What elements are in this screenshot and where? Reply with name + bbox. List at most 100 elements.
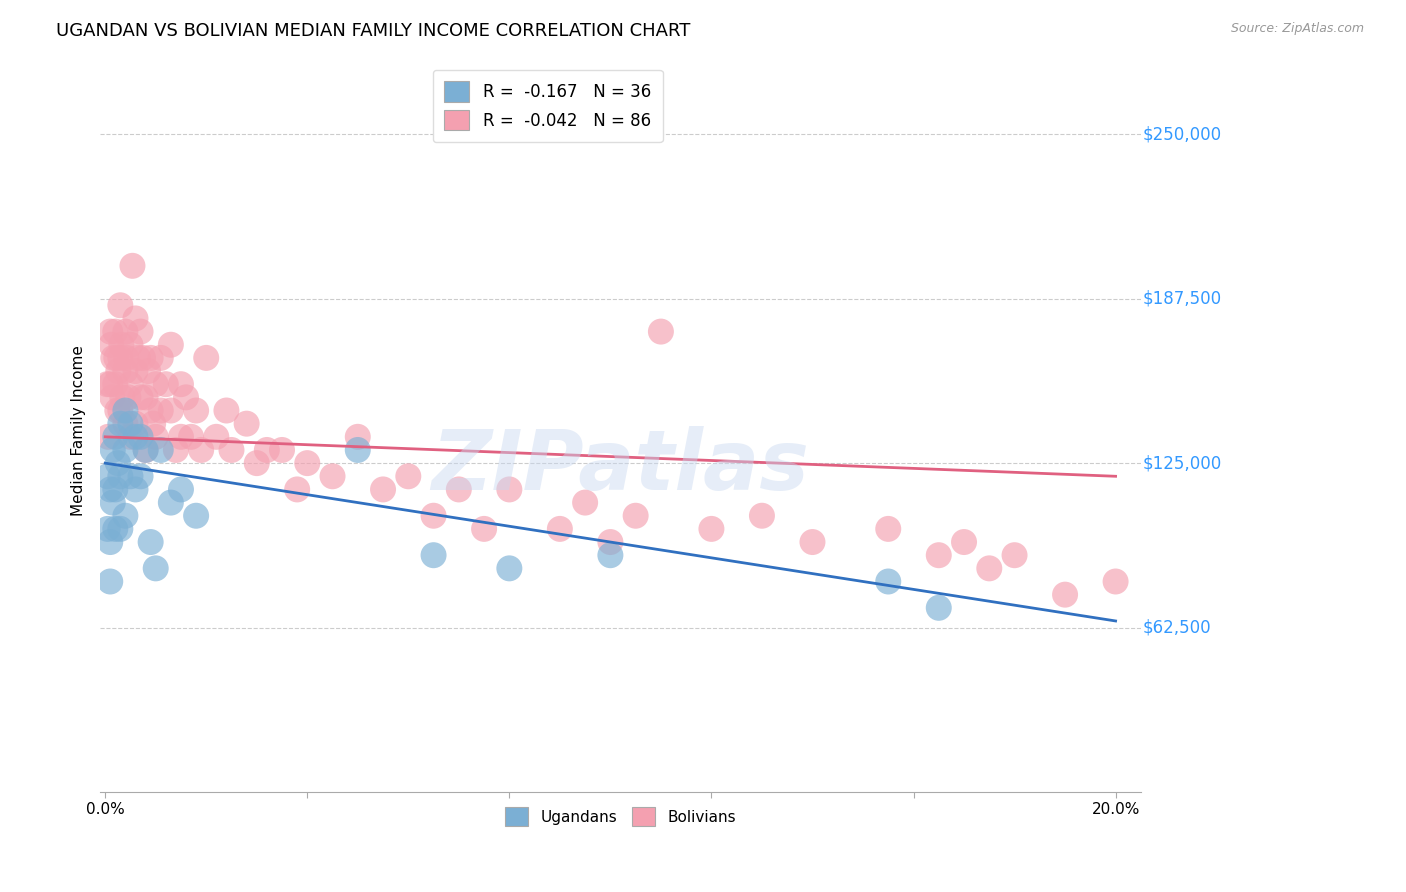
Point (101, 495, 124, 509)
Point (107, 456, 129, 470)
Point (110, 417, 132, 431)
Point (170, 377, 193, 392)
Point (149, 351, 172, 365)
Point (110, 403, 132, 417)
Text: $250,000: $250,000 (1143, 125, 1222, 144)
Text: Source: ZipAtlas.com: Source: ZipAtlas.com (1230, 22, 1364, 36)
Point (447, 483, 470, 497)
Point (120, 377, 142, 392)
Point (110, 351, 132, 365)
Point (103, 351, 125, 365)
Point (120, 469, 142, 483)
Point (160, 337, 183, 351)
Point (184, 508, 207, 523)
Point (1004, 548, 1026, 562)
Point (129, 390, 152, 404)
Point (190, 442, 212, 457)
Point (170, 483, 193, 497)
Point (145, 377, 167, 392)
Point (624, 508, 647, 523)
Point (599, 548, 621, 562)
Point (180, 430, 202, 444)
Point (149, 403, 172, 417)
Point (346, 430, 368, 444)
Point (104, 377, 127, 392)
Point (101, 390, 124, 404)
Point (160, 403, 183, 417)
Point (472, 522, 495, 536)
Point (498, 561, 520, 575)
Point (139, 403, 162, 417)
Point (114, 325, 136, 339)
Point (574, 495, 596, 509)
Point (953, 535, 976, 549)
Point (174, 390, 197, 404)
Point (124, 311, 146, 326)
Point (97, 469, 120, 483)
Point (114, 364, 136, 378)
Point (121, 259, 143, 273)
Point (100, 337, 122, 351)
Point (256, 442, 278, 457)
Point (422, 548, 444, 562)
Text: $187,500: $187,500 (1143, 290, 1222, 308)
Point (136, 364, 159, 378)
Point (104, 430, 127, 444)
Point (599, 535, 621, 549)
Point (129, 430, 152, 444)
Point (139, 351, 162, 365)
Point (160, 495, 183, 509)
Point (98, 574, 121, 589)
Point (135, 390, 157, 404)
Point (142, 417, 165, 431)
Point (322, 469, 344, 483)
Point (129, 325, 152, 339)
Point (801, 535, 824, 549)
Point (928, 548, 950, 562)
Text: UGANDAN VS BOLIVIAN MEDIAN FAMILY INCOME CORRELATION CHART: UGANDAN VS BOLIVIAN MEDIAN FAMILY INCOME… (56, 22, 690, 40)
Point (271, 442, 294, 457)
Point (101, 442, 124, 457)
Point (700, 522, 723, 536)
Point (127, 351, 149, 365)
Point (98, 483, 121, 497)
Point (114, 403, 136, 417)
Point (139, 535, 162, 549)
Point (107, 364, 129, 378)
Point (215, 403, 238, 417)
Point (104, 325, 127, 339)
Point (135, 442, 157, 457)
Point (498, 483, 520, 497)
Point (114, 508, 136, 523)
Point (110, 298, 132, 312)
Point (149, 442, 172, 457)
Point (98, 377, 121, 392)
Point (396, 469, 419, 483)
Point (235, 417, 257, 431)
Point (98, 325, 121, 339)
Point (132, 351, 155, 365)
Point (246, 456, 269, 470)
Text: ZIPatlas: ZIPatlas (432, 425, 810, 507)
Point (346, 442, 368, 457)
Point (110, 469, 132, 483)
Point (195, 351, 218, 365)
Point (184, 403, 207, 417)
Point (120, 417, 142, 431)
Point (170, 430, 193, 444)
Point (117, 390, 139, 404)
Text: $125,000: $125,000 (1143, 454, 1222, 472)
Point (928, 600, 950, 615)
Point (877, 522, 900, 536)
Point (110, 337, 132, 351)
Legend: Ugandans, Bolivians: Ugandans, Bolivians (496, 798, 745, 835)
Point (751, 508, 773, 523)
Point (96, 377, 118, 392)
Text: $62,500: $62,500 (1143, 618, 1212, 637)
Point (135, 442, 157, 457)
Point (124, 483, 146, 497)
Point (650, 325, 672, 339)
Point (97, 522, 120, 536)
Point (1054, 588, 1077, 602)
Point (877, 574, 900, 589)
